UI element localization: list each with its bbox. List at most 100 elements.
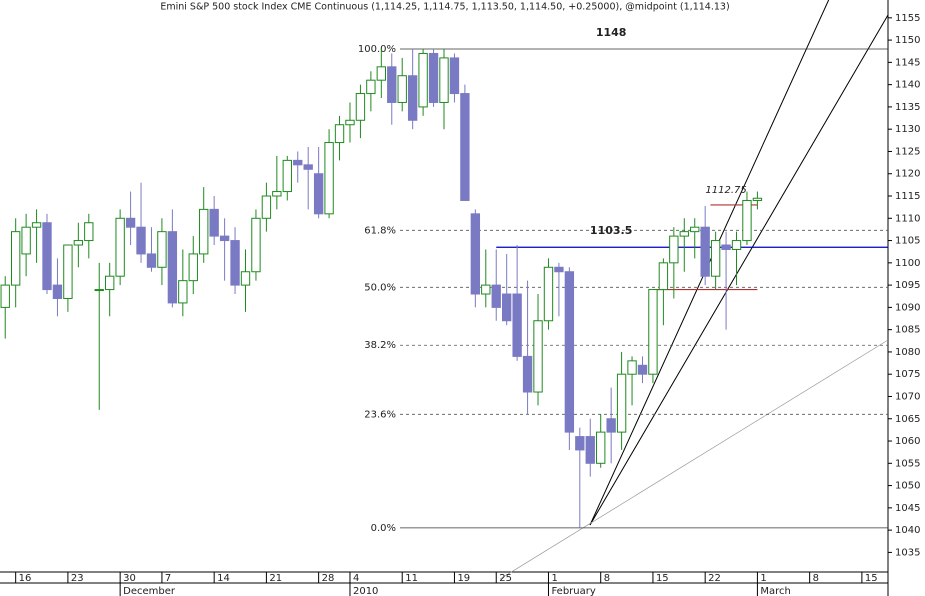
candle-body — [63, 244, 73, 299]
candle-body — [522, 355, 533, 393]
candle-body — [481, 284, 491, 295]
y-tick-label: 1110 — [895, 213, 920, 224]
candle-body — [742, 199, 752, 242]
fan-line — [589, 14, 889, 526]
candle-body — [282, 159, 292, 193]
x-tick-label: 14 — [217, 573, 230, 584]
fib-label: 23.6% — [364, 409, 396, 420]
x-tick-label: 1 — [551, 573, 557, 584]
month-label: March — [760, 586, 790, 596]
candle-body — [690, 226, 700, 233]
candle-body — [710, 240, 721, 277]
candle-body — [345, 119, 355, 126]
candle-body — [752, 197, 763, 201]
x-tick-label: 8 — [604, 573, 610, 584]
chart-title: Emini S&P 500 stock Index CME Continuous… — [160, 2, 729, 13]
candle-body — [669, 235, 679, 264]
candle-body — [627, 360, 637, 375]
candle-body — [157, 231, 167, 268]
y-tick-label: 1115 — [895, 191, 920, 202]
candle-body — [31, 222, 42, 228]
fib-label: 100.0% — [358, 44, 396, 55]
candle-body — [512, 293, 522, 357]
y-tick-label: 1155 — [895, 13, 920, 24]
candle-body — [355, 93, 366, 121]
candle-body — [84, 222, 94, 242]
candle-body — [334, 124, 345, 144]
candle-body — [585, 436, 595, 464]
annotation: 1103.5 — [590, 224, 632, 237]
x-tick-label: 7 — [165, 573, 171, 584]
fib-label: 38.2% — [364, 340, 396, 351]
candle-body — [230, 240, 240, 286]
y-tick-label: 1035 — [895, 547, 920, 558]
candle-body — [533, 320, 543, 393]
candle-body — [303, 164, 313, 170]
candle-body — [376, 66, 386, 81]
candle-body — [679, 231, 689, 237]
annotation: 1112.75 — [705, 185, 746, 196]
candle-body — [178, 280, 188, 304]
y-tick-label: 1055 — [895, 458, 920, 469]
candle-body — [272, 191, 282, 197]
candle-body — [313, 173, 324, 215]
y-tick-label: 1075 — [895, 369, 920, 380]
y-tick-label: 1105 — [895, 236, 920, 247]
candle-body — [397, 75, 407, 103]
candle-body — [105, 275, 115, 291]
candle-body — [136, 226, 146, 255]
annotation: 1148 — [596, 26, 627, 39]
x-tick-label: 1 — [760, 573, 766, 584]
candle-body — [428, 52, 439, 103]
candle-body — [721, 244, 731, 250]
candle-body — [575, 436, 585, 451]
candle-body — [418, 52, 428, 108]
candle-body — [596, 431, 606, 464]
candle-body — [94, 289, 104, 292]
y-tick-label: 1070 — [895, 391, 920, 402]
y-tick-label: 1125 — [895, 146, 920, 157]
month-label: 2010 — [353, 586, 378, 596]
candle-body — [167, 231, 178, 304]
fib-label: 61.8% — [364, 225, 396, 236]
candle-body — [554, 266, 564, 273]
candle-body — [637, 364, 648, 375]
candle-body — [491, 284, 501, 308]
candle-body — [42, 222, 52, 291]
candle-body — [73, 240, 84, 246]
candle-body — [209, 208, 219, 237]
fan-line — [589, 0, 830, 526]
y-tick-label: 1065 — [895, 414, 920, 425]
candle-body — [658, 262, 669, 291]
y-tick-label: 1080 — [895, 347, 920, 358]
x-tick-label: 4 — [353, 573, 359, 584]
candle-body — [387, 66, 397, 103]
month-label: February — [551, 586, 595, 596]
y-tick-label: 1145 — [895, 57, 920, 68]
y-tick-label: 1135 — [895, 102, 920, 113]
x-tick-label: 15 — [656, 573, 669, 584]
y-tick-label: 1100 — [895, 258, 920, 269]
y-tick-label: 1095 — [895, 280, 920, 291]
y-tick-label: 1045 — [895, 503, 920, 514]
y-tick-label: 1060 — [895, 436, 920, 447]
x-tick-label: 30 — [123, 573, 136, 584]
y-tick-label: 1090 — [895, 302, 920, 313]
candle-body — [52, 284, 63, 299]
candle-body — [240, 271, 251, 286]
candle-body — [616, 373, 627, 433]
x-tick-label: 21 — [269, 573, 282, 584]
fib-label: 0.0% — [371, 523, 396, 534]
x-tick-label: 16 — [19, 573, 32, 584]
candle-body — [449, 57, 460, 95]
x-tick-label: 11 — [405, 573, 418, 584]
candle-body — [219, 235, 230, 242]
candle-body — [439, 57, 449, 103]
y-tick-label: 1085 — [895, 325, 920, 336]
candle-body — [470, 213, 481, 295]
candle-body — [460, 93, 470, 201]
candle-body — [21, 226, 31, 255]
candle-body — [564, 271, 575, 433]
